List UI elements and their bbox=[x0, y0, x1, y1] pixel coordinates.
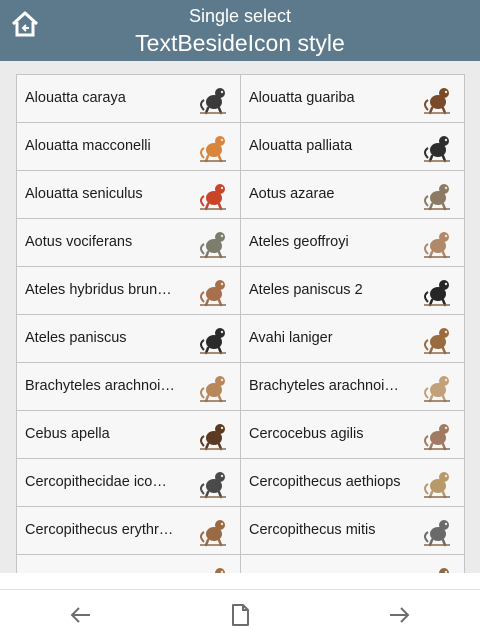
grid-item[interactable]: Cercopithecus aethiops bbox=[241, 459, 465, 507]
grid-item-label: Cercopithecidae ico… bbox=[25, 474, 167, 490]
footer-bar bbox=[0, 589, 480, 641]
black-howler-monkey-icon bbox=[200, 88, 226, 115]
black-spider-monkey-icon bbox=[424, 280, 450, 307]
grid-item[interactable]: Ateles paniscus bbox=[17, 315, 241, 363]
grid-item-label: Aotus vociferans bbox=[25, 234, 133, 250]
content-area[interactable]: Alouatta caraya Alouatta guariba Alouatta … bbox=[0, 61, 480, 573]
grid-item[interactable] bbox=[241, 555, 465, 573]
hanging-spider-monkey-icon bbox=[200, 328, 226, 355]
monkey-icon bbox=[439, 568, 449, 573]
grid-item[interactable]: Alouatta guariba bbox=[241, 75, 465, 123]
grid-item[interactable]: Cercopithecus mitis bbox=[241, 507, 465, 555]
walking-monkey-icon bbox=[200, 472, 226, 499]
grid-item[interactable]: Cercocebus agilis bbox=[241, 411, 465, 459]
monkey-icon bbox=[215, 568, 225, 573]
blue-monkey-icon bbox=[424, 520, 450, 547]
grid-item-label bbox=[25, 555, 185, 573]
grid-item-label: Alouatta caraya bbox=[25, 90, 126, 106]
page-title: TextBesideIcon style bbox=[135, 30, 345, 56]
grid-item[interactable] bbox=[17, 555, 241, 573]
hanging-spider-monkey-icon bbox=[200, 280, 226, 307]
grid-item[interactable]: Cercopithecus erythr… bbox=[17, 507, 241, 555]
capuchin-icon bbox=[200, 424, 226, 451]
grid-item-label: Cercopithecus aethiops bbox=[249, 474, 401, 490]
grid-item[interactable]: Cebus apella bbox=[17, 411, 241, 459]
grid-item[interactable]: Ateles hybridus brun… bbox=[17, 267, 241, 315]
vervet-monkey-icon bbox=[424, 472, 450, 499]
grid-item-label: Ateles paniscus 2 bbox=[249, 282, 363, 298]
grid-item[interactable]: Ateles geoffroyi bbox=[241, 219, 465, 267]
grid-item-label: Cercopithecus mitis bbox=[249, 522, 376, 538]
selection-grid: Alouatta caraya Alouatta guariba Alouatta … bbox=[16, 74, 465, 573]
mantled-howler-monkey-icon bbox=[424, 136, 450, 163]
grid-item-label: Cercopithecus erythr… bbox=[25, 522, 174, 538]
sitting-guenon-icon bbox=[200, 520, 226, 547]
grid-item[interactable]: Brachyteles arachnoi… bbox=[17, 363, 241, 411]
red-howler-monkey-icon bbox=[200, 184, 226, 211]
grid-item-label: Aotus azarae bbox=[249, 186, 335, 202]
hanging-muriqui-icon bbox=[424, 376, 450, 403]
home-icon[interactable] bbox=[10, 10, 40, 38]
grid-item-label: Avahi laniger bbox=[249, 330, 333, 346]
night-monkey-icon bbox=[424, 184, 450, 211]
arrow-right-icon[interactable] bbox=[386, 602, 412, 628]
woolly-lemur-icon bbox=[424, 328, 450, 355]
arrow-left-icon[interactable] bbox=[68, 602, 94, 628]
grid-item-label: Cebus apella bbox=[25, 426, 110, 442]
orange-howler-monkey-icon bbox=[200, 136, 226, 163]
header-subtitle: Single select bbox=[188, 6, 292, 26]
grid-item-label: Alouatta palliata bbox=[249, 138, 353, 154]
grid-item-label: Alouatta seniculus bbox=[25, 186, 143, 202]
hanging-muriqui-icon bbox=[200, 376, 226, 403]
grid-item[interactable]: Aotus azarae bbox=[241, 171, 465, 219]
grid-item-label: Brachyteles arachnoi… bbox=[25, 378, 175, 394]
grid-item[interactable]: Alouatta seniculus bbox=[17, 171, 241, 219]
grid-item[interactable]: Alouatta palliata bbox=[241, 123, 465, 171]
grid-item[interactable]: Alouatta macconelli bbox=[17, 123, 241, 171]
night-monkey-icon bbox=[200, 232, 226, 259]
brown-howler-monkey-icon bbox=[424, 88, 450, 115]
document-icon[interactable] bbox=[227, 602, 253, 628]
grid-item-label: Alouatta guariba bbox=[249, 90, 355, 106]
grid-item[interactable]: Ateles paniscus 2 bbox=[241, 267, 465, 315]
grid-item[interactable]: Avahi laniger bbox=[241, 315, 465, 363]
grid-item-label: Alouatta macconelli bbox=[25, 138, 151, 154]
grid-item-label: Ateles geoffroyi bbox=[249, 234, 349, 250]
header-bar: Single select TextBesideIcon style bbox=[0, 0, 480, 61]
grid-item[interactable]: Brachyteles arachnoi… bbox=[241, 363, 465, 411]
mangabey-icon bbox=[424, 424, 450, 451]
grid-item-label bbox=[249, 555, 409, 573]
grid-item[interactable]: Aotus vociferans bbox=[17, 219, 241, 267]
grid-item-label: Ateles paniscus bbox=[25, 330, 127, 346]
grid-item-label: Cercocebus agilis bbox=[249, 426, 364, 442]
grid-item-label: Ateles hybridus brun… bbox=[25, 282, 172, 298]
grid-item-label: Brachyteles arachnoi… bbox=[249, 378, 399, 394]
grid-item[interactable]: Alouatta caraya bbox=[17, 75, 241, 123]
spider-monkey-icon bbox=[424, 232, 450, 259]
grid-item[interactable]: Cercopithecidae ico… bbox=[17, 459, 241, 507]
